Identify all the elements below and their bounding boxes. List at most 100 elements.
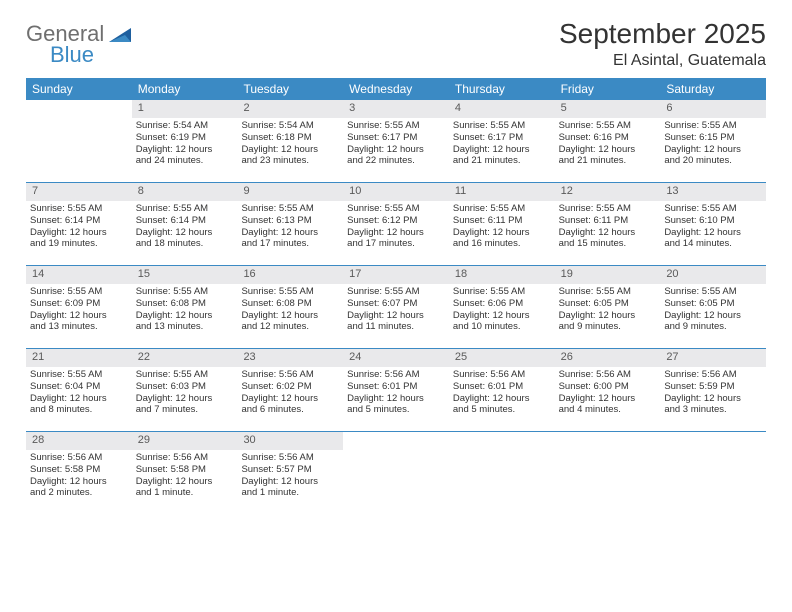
daylight-line1: Daylight: 12 hours <box>664 144 762 156</box>
day-cell-empty <box>660 432 766 514</box>
sunrise-text: Sunrise: 5:55 AM <box>347 120 445 132</box>
sunset-text: Sunset: 6:10 PM <box>664 215 762 227</box>
sunset-text: Sunset: 5:59 PM <box>664 381 762 393</box>
day-body: Sunrise: 5:55 AMSunset: 6:14 PMDaylight:… <box>132 203 238 251</box>
day-number: 26 <box>555 349 661 367</box>
daylight-line2: and 17 minutes. <box>241 238 339 250</box>
daylight-line2: and 9 minutes. <box>559 321 657 333</box>
sunrise-text: Sunrise: 5:55 AM <box>559 203 657 215</box>
day-cell: 28Sunrise: 5:56 AMSunset: 5:58 PMDayligh… <box>26 432 132 514</box>
daylight-line2: and 20 minutes. <box>664 155 762 167</box>
sunrise-text: Sunrise: 5:55 AM <box>30 286 128 298</box>
daylight-line1: Daylight: 12 hours <box>241 144 339 156</box>
header: General Blue September 2025 El Asintal, … <box>26 18 766 70</box>
daylight-line2: and 1 minute. <box>136 487 234 499</box>
day-cell: 19Sunrise: 5:55 AMSunset: 6:05 PMDayligh… <box>555 266 661 348</box>
day-number: 19 <box>555 266 661 284</box>
sunrise-text: Sunrise: 5:55 AM <box>347 286 445 298</box>
daylight-line2: and 3 minutes. <box>664 404 762 416</box>
sunrise-text: Sunrise: 5:55 AM <box>453 120 551 132</box>
sunset-text: Sunset: 6:08 PM <box>241 298 339 310</box>
daylight-line1: Daylight: 12 hours <box>559 227 657 239</box>
day-body: Sunrise: 5:56 AMSunset: 5:58 PMDaylight:… <box>132 452 238 500</box>
daylight-line1: Daylight: 12 hours <box>136 393 234 405</box>
sunrise-text: Sunrise: 5:56 AM <box>30 452 128 464</box>
day-number: 23 <box>237 349 343 367</box>
day-number: 6 <box>660 100 766 118</box>
sunset-text: Sunset: 6:17 PM <box>347 132 445 144</box>
day-number: 5 <box>555 100 661 118</box>
day-number: 3 <box>343 100 449 118</box>
day-cell: 2Sunrise: 5:54 AMSunset: 6:18 PMDaylight… <box>237 100 343 182</box>
daylight-line1: Daylight: 12 hours <box>30 227 128 239</box>
day-number: 22 <box>132 349 238 367</box>
day-body: Sunrise: 5:56 AMSunset: 5:57 PMDaylight:… <box>237 452 343 500</box>
day-body: Sunrise: 5:55 AMSunset: 6:08 PMDaylight:… <box>237 286 343 334</box>
sunset-text: Sunset: 6:02 PM <box>241 381 339 393</box>
sunrise-text: Sunrise: 5:55 AM <box>453 203 551 215</box>
day-cell: 6 Sunrise: 5:55 AMSunset: 6:15 PMDaylight… <box>660 100 766 182</box>
day-body: Sunrise: 5:55 AMSunset: 6:03 PMDaylight:… <box>132 369 238 417</box>
sunrise-text: Sunrise: 5:54 AM <box>241 120 339 132</box>
day-cell: 16Sunrise: 5:55 AMSunset: 6:08 PMDayligh… <box>237 266 343 348</box>
title-block: September 2025 El Asintal, Guatemala <box>559 18 766 70</box>
sunrise-text: Sunrise: 5:55 AM <box>241 203 339 215</box>
daylight-line1: Daylight: 12 hours <box>559 310 657 322</box>
day-body: Sunrise: 5:55 AMSunset: 6:05 PMDaylight:… <box>660 286 766 334</box>
daylight-line1: Daylight: 12 hours <box>559 144 657 156</box>
week-row: 1Sunrise: 5:54 AM Sunset: 6:19 PM Daylight… <box>26 100 766 183</box>
day-body: Sunrise: 5:55 AMSunset: 6:15 PMDaylight:… <box>660 120 766 168</box>
day-cell: 22 Sunrise: 5:55 AMSunset: 6:03 PMDayligh… <box>132 349 238 431</box>
daylight-line1: Daylight: 12 hours <box>347 310 445 322</box>
sunset-text: Sunset: 6:12 PM <box>347 215 445 227</box>
day-number: 21 <box>26 349 132 367</box>
day-cell: 17Sunrise: 5:55 AMSunset: 6:07 PMDayligh… <box>343 266 449 348</box>
day-body: Sunrise: 5:56 AMSunset: 5:58 PMDaylight:… <box>26 452 132 500</box>
daylight-line1: Daylight: 12 hours <box>241 393 339 405</box>
day-cell-empty <box>449 432 555 514</box>
day-number: 25 <box>449 349 555 367</box>
week-row: 14Sunrise: 5:55 AMSunset: 6:09 PMDayligh… <box>26 266 766 349</box>
week-row: 21Sunrise: 5:55 AMSunset: 6:04 PMDayligh… <box>26 349 766 432</box>
day-cell: 10Sunrise: 5:55 AMSunset: 6:12 PMDayligh… <box>343 183 449 265</box>
sunrise-text: Sunrise: 5:56 AM <box>136 452 234 464</box>
day-number: 8 <box>132 183 238 201</box>
daylight-line1: Daylight: 12 hours <box>453 393 551 405</box>
daylight-line1: Daylight: 12 hours <box>136 310 234 322</box>
sunrise-text: Sunrise: 5:55 AM <box>136 369 234 381</box>
day-cell: 27Sunrise: 5:56 AMSunset: 5:59 PMDayligh… <box>660 349 766 431</box>
sunset-text: Sunset: 6:11 PM <box>559 215 657 227</box>
day-body: Sunrise: 5:54 AMSunset: 6:18 PMDaylight:… <box>237 120 343 168</box>
sunset-text: Sunset: 5:57 PM <box>241 464 339 476</box>
sunrise-text: Sunrise: 5:56 AM <box>241 452 339 464</box>
sunset-text: Sunset: 6:19 PM <box>136 132 234 144</box>
sunset-text: Sunset: 6:06 PM <box>453 298 551 310</box>
day-number: 1 <box>132 100 238 118</box>
day-body: Sunrise: 5:55 AMSunset: 6:13 PMDaylight:… <box>237 203 343 251</box>
day-body: Sunrise: 5:56 AMSunset: 6:01 PMDaylight:… <box>343 369 449 417</box>
daylight-line2: and 12 minutes. <box>241 321 339 333</box>
daylight-line2: and 19 minutes. <box>30 238 128 250</box>
day-body: Sunrise: 5:55 AMSunset: 6:16 PMDaylight:… <box>555 120 661 168</box>
sunset-text: Sunset: 6:05 PM <box>664 298 762 310</box>
day-cell: 20Sunrise: 5:55 AMSunset: 6:05 PMDayligh… <box>660 266 766 348</box>
day-cell: 18Sunrise: 5:55 AMSunset: 6:06 PMDayligh… <box>449 266 555 348</box>
sunset-text: Sunset: 6:16 PM <box>559 132 657 144</box>
daylight-line2: and 8 minutes. <box>30 404 128 416</box>
day-body: Sunrise: 5:56 AMSunset: 6:00 PMDaylight:… <box>555 369 661 417</box>
day-body: Sunrise: 5:55 AMSunset: 6:12 PMDaylight:… <box>343 203 449 251</box>
day-cell: 24Sunrise: 5:56 AMSunset: 6:01 PMDayligh… <box>343 349 449 431</box>
day-body: Sunrise: 5:55 AMSunset: 6:08 PMDaylight:… <box>132 286 238 334</box>
day-number: 27 <box>660 349 766 367</box>
day-number: 11 <box>449 183 555 201</box>
sunset-text: Sunset: 6:08 PM <box>136 298 234 310</box>
day-body: Sunrise: 5:55 AMSunset: 6:07 PMDaylight:… <box>343 286 449 334</box>
sunset-text: Sunset: 6:07 PM <box>347 298 445 310</box>
daylight-line2: and 22 minutes. <box>347 155 445 167</box>
day-body: Sunrise: 5:55 AMSunset: 6:14 PMDaylight:… <box>26 203 132 251</box>
daylight-line2: and 9 minutes. <box>664 321 762 333</box>
calendar-page: General Blue September 2025 El Asintal, … <box>0 0 792 514</box>
daylight-line2: and 13 minutes. <box>30 321 128 333</box>
day-cell: 5 Sunrise: 5:55 AMSunset: 6:16 PMDaylight… <box>555 100 661 182</box>
sunset-text: Sunset: 6:13 PM <box>241 215 339 227</box>
